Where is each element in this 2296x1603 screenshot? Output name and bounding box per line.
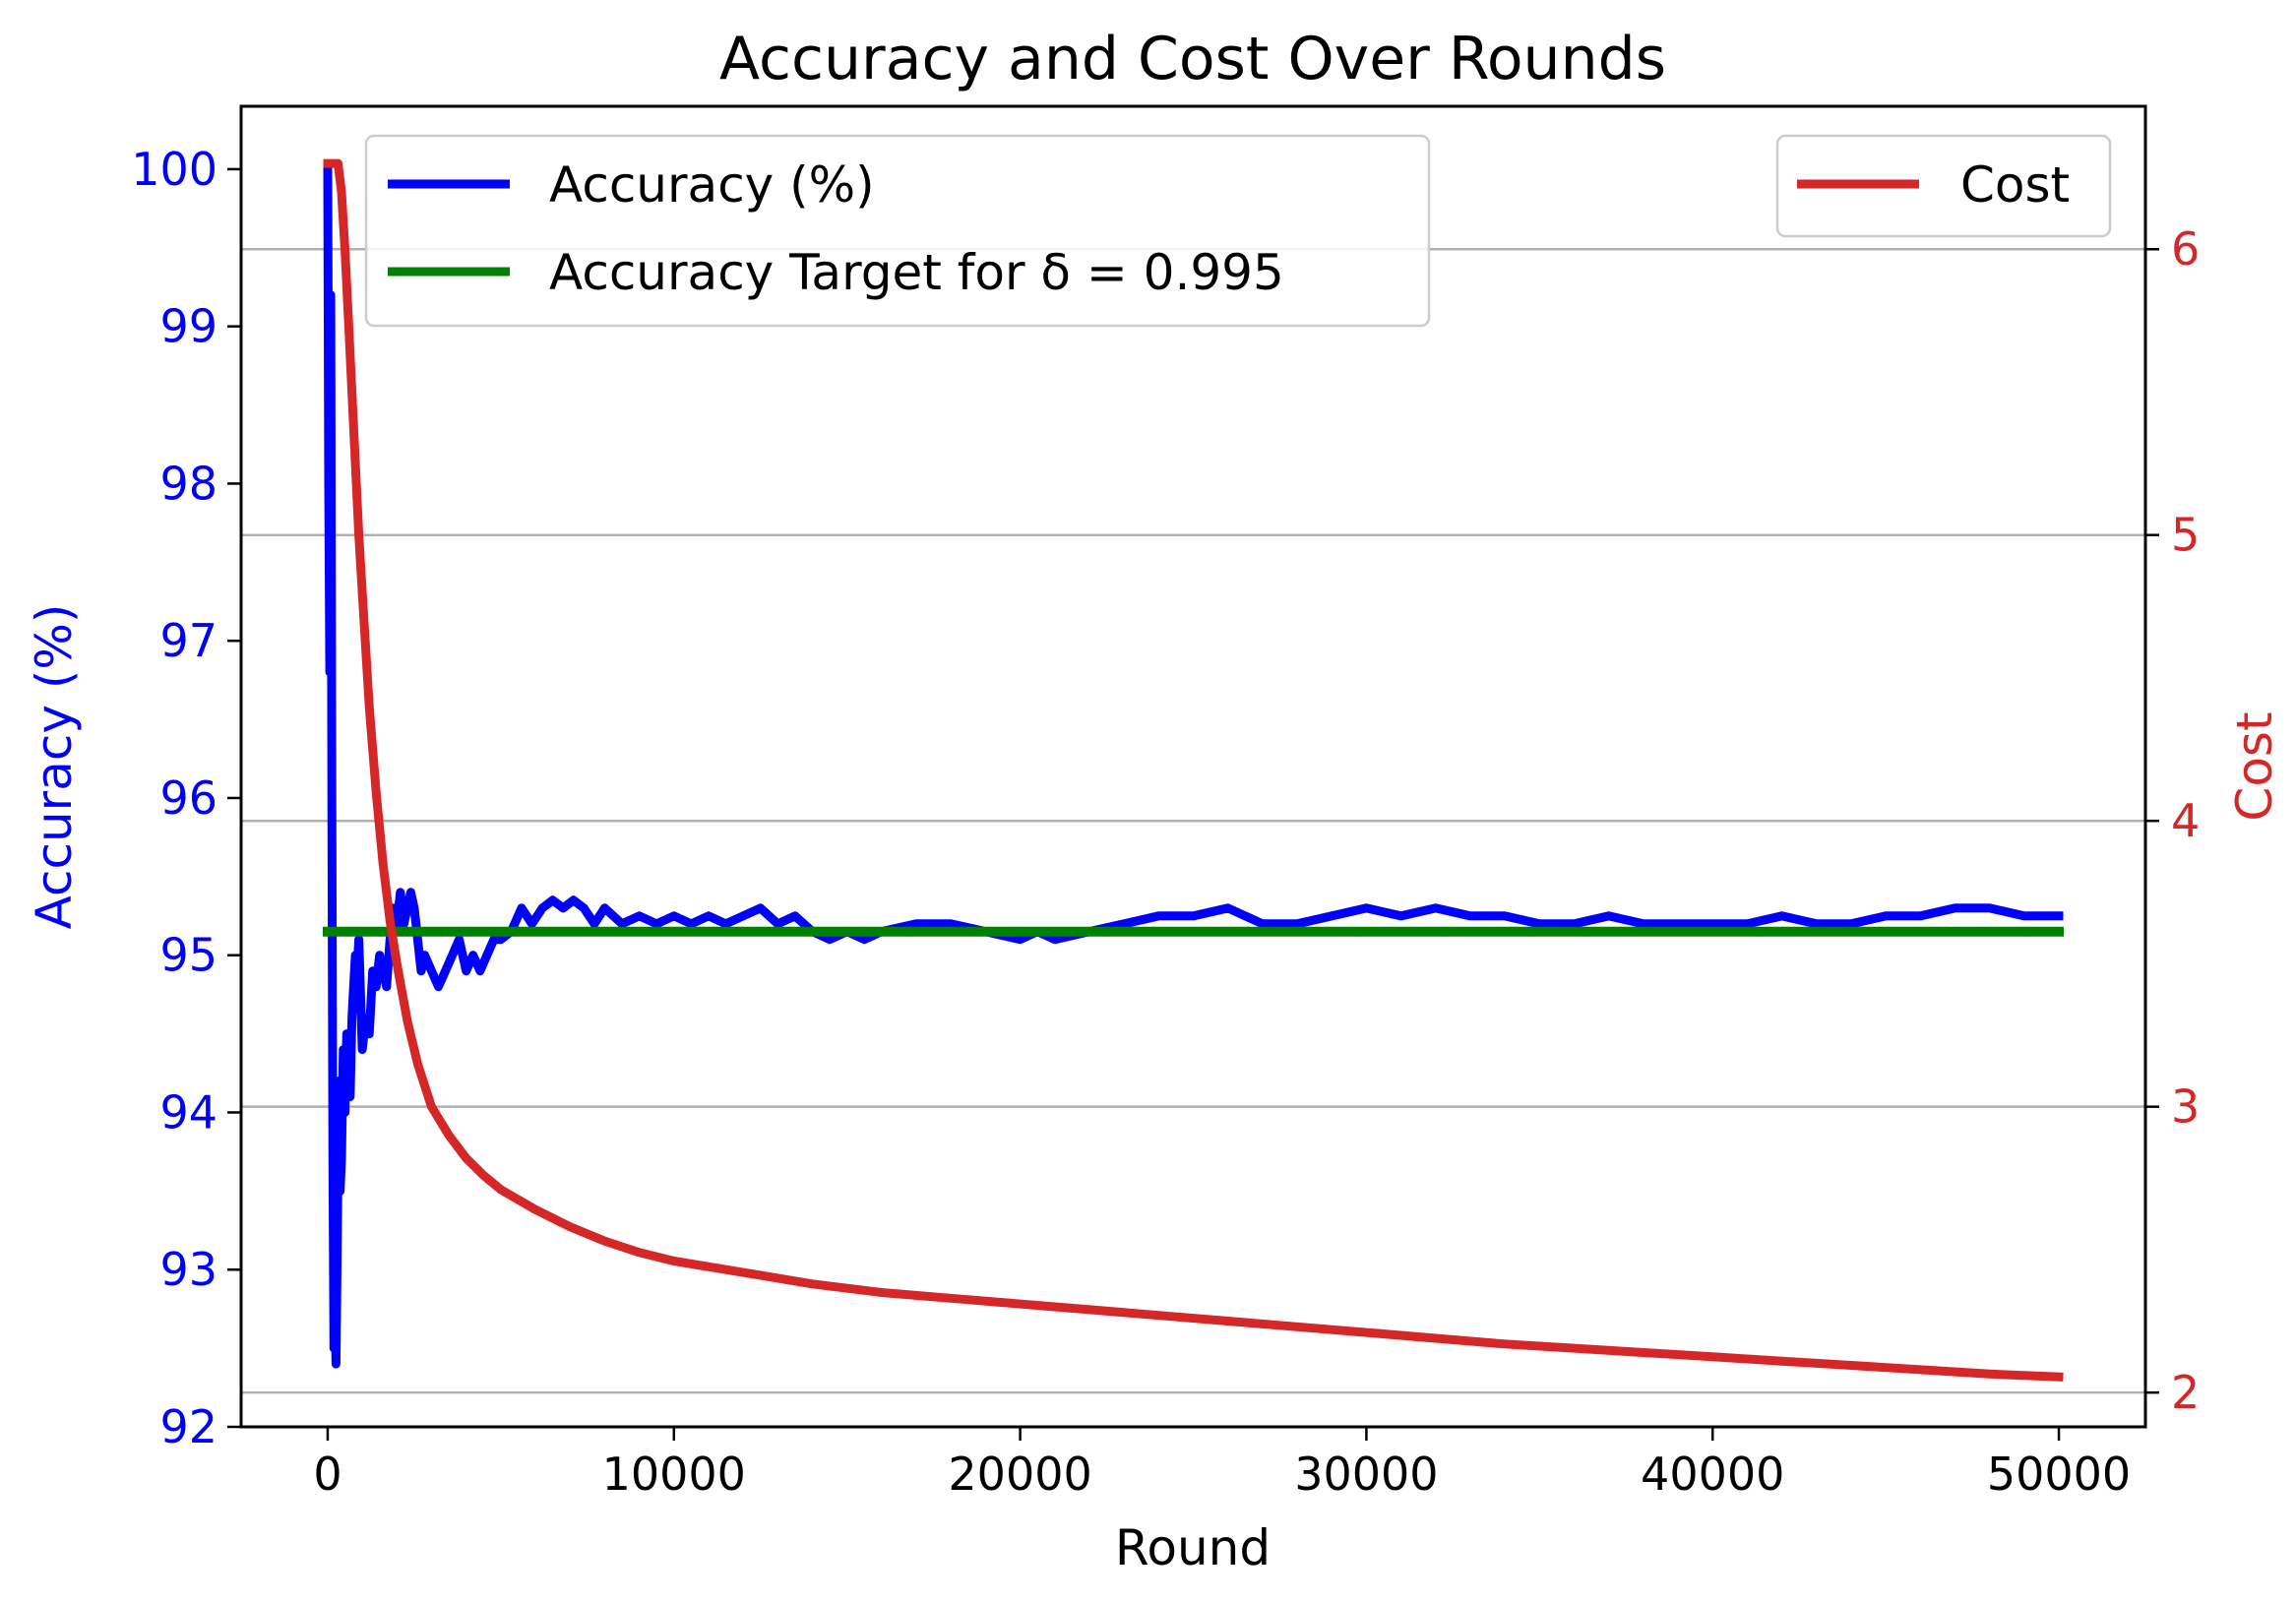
y-tick-label-left-8: 100 <box>131 143 217 196</box>
x-axis-label: Round <box>1115 1519 1271 1576</box>
y-tick-label-left-3: 95 <box>159 929 217 982</box>
legend-target-label: Accuracy Target for δ = 0.995 <box>549 244 1284 301</box>
x-tick-label-0: 0 <box>313 1448 341 1501</box>
x-tick-label-1: 10000 <box>602 1448 746 1501</box>
legend-cost-label: Cost <box>1960 156 2070 214</box>
y-tick-label-right-1: 3 <box>2171 1080 2200 1134</box>
y-tick-label-left-5: 97 <box>159 614 217 667</box>
chart-title: Accuracy and Cost Over Rounds <box>719 25 1666 93</box>
y-axis-label-right: Cost <box>2226 711 2283 821</box>
legend-accuracy-label: Accuracy (%) <box>549 156 875 214</box>
axis-layer: 0 10000 20000 30000 40000 50000 92 93 94 95 96 97 98… <box>131 143 2200 1501</box>
plot-frame <box>239 104 2147 1429</box>
y-tick-label-left-1: 93 <box>159 1243 217 1296</box>
y-tick-label-right-4: 6 <box>2171 222 2200 276</box>
legend-left-frame <box>364 134 1431 328</box>
x-tick-label-5: 50000 <box>1987 1448 2131 1501</box>
y-tick-label-left-6: 98 <box>159 457 217 510</box>
x-tick-label-3: 30000 <box>1294 1448 1438 1501</box>
legend-left: Accuracy (%) Accuracy Target for δ = 0.9… <box>364 134 1431 328</box>
legend-right-frame <box>1775 134 2112 238</box>
y-tick-label-right-2: 4 <box>2171 794 2200 847</box>
y-tick-label-left-0: 92 <box>159 1400 217 1453</box>
x-tick-label-2: 20000 <box>948 1448 1091 1501</box>
y-tick-label-left-7: 99 <box>159 300 217 353</box>
grid-layer <box>241 247 2145 1394</box>
y-tick-label-right-3: 5 <box>2171 509 2200 562</box>
y-tick-label-left-4: 96 <box>159 771 217 825</box>
series-layer <box>323 158 2064 1382</box>
y-tick-label-left-2: 94 <box>159 1085 217 1139</box>
y-tick-label-right-0: 2 <box>2171 1366 2200 1419</box>
accuracy-line <box>323 164 2064 1369</box>
x-tick-label-4: 40000 <box>1641 1448 1784 1501</box>
cost-line <box>323 158 2064 1382</box>
legend-right: Cost <box>1775 134 2112 238</box>
y-axis-label-left: Accuracy (%) <box>26 604 83 930</box>
